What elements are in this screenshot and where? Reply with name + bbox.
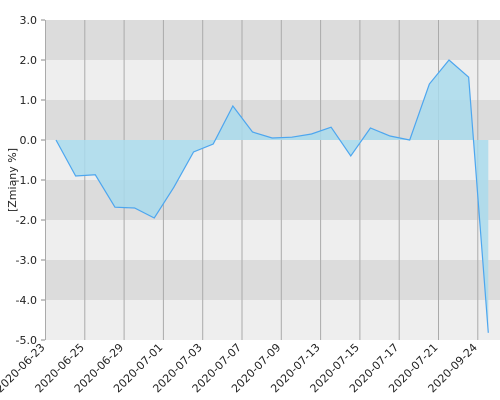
line [55,59,489,333]
y-tick-label: 2.0 [20,54,38,67]
y-tick-label: 1.0 [20,94,38,107]
y-tick-label: -2.0 [16,214,37,227]
y-tick-label: 0.0 [20,134,38,147]
y-tick-label: -5.0 [16,334,37,347]
y-tick-label: -4.0 [16,294,37,307]
y-axis-label: [Zmiany %] [6,148,19,212]
grid-band [45,60,500,100]
y-tick-label: -3.0 [16,254,37,267]
grid-band [45,300,500,340]
y-tick-label: 3.0 [20,14,38,27]
y-tick-label: -1.0 [16,174,37,187]
grid-band [45,220,500,260]
area [56,60,489,333]
grid-band [45,20,500,60]
grid-band [45,260,500,300]
